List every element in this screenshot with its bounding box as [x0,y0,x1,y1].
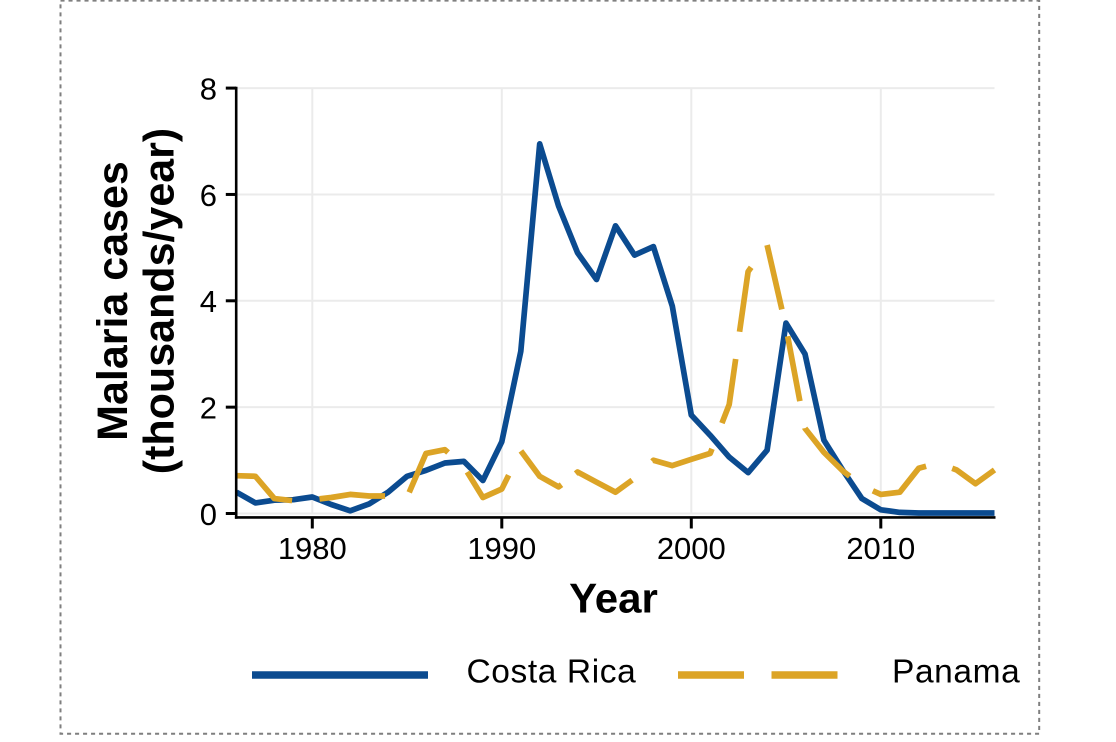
svg-text:Malaria cases: Malaria cases [89,161,137,441]
svg-text:Costa Rica: Costa Rica [467,654,637,691]
svg-text:1980: 1980 [278,531,347,566]
svg-text:6: 6 [200,178,217,213]
svg-text:4: 4 [200,284,217,319]
svg-text:1990: 1990 [467,531,536,566]
svg-text:2: 2 [200,390,217,425]
svg-text:(thousands/year): (thousands/year) [136,128,184,474]
svg-text:Year: Year [569,575,658,622]
svg-text:2000: 2000 [657,531,726,566]
svg-text:0: 0 [200,497,217,532]
svg-text:8: 8 [200,71,217,106]
svg-text:2010: 2010 [846,531,915,566]
svg-text:Panama: Panama [892,654,1020,691]
